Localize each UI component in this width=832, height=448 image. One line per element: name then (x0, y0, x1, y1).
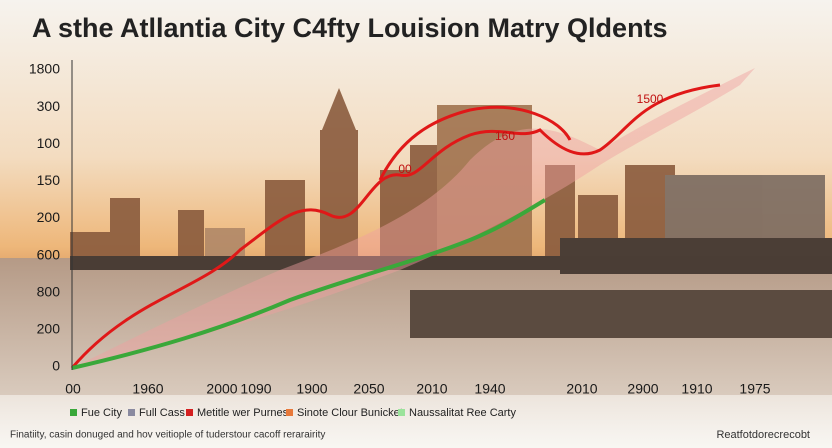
x-tick-label: 00 (65, 381, 81, 397)
legend-swatch (286, 409, 293, 416)
legend-label: Naussalitat Ree Carty (409, 407, 516, 419)
x-tick-label: 2010 (416, 381, 447, 397)
x-tick-label: 1090 (240, 381, 271, 397)
red-line (70, 83, 721, 369)
x-tick-label: 2900 (627, 381, 658, 397)
source: Reatfotdorecrecobt (716, 429, 810, 441)
y-tick-label: 150 (37, 172, 61, 188)
plot-lines (70, 60, 755, 370)
x-tick-label: 1900 (296, 381, 327, 397)
y-tick-label: 200 (37, 209, 61, 225)
y-tick-label: 100 (37, 135, 61, 151)
y-tick-label: 1800 (29, 61, 60, 77)
annotation: 160 (495, 129, 515, 143)
chart-title: A sthe Atllantia City C4fty Louision Mat… (32, 13, 668, 43)
y-tick-label: 0 (52, 358, 60, 374)
green-line (71, 198, 547, 370)
x-tick-label: 2010 (566, 381, 597, 397)
y-tick-label: 800 (37, 283, 61, 299)
legend-label: Metitle wer Purnes (197, 407, 289, 419)
legend-label: Sinote Clour Bunicket (297, 407, 403, 419)
y-tick-label: 600 (37, 246, 61, 262)
x-tick-label: 2000 (206, 381, 237, 397)
legend-label: Fue City (81, 407, 122, 419)
x-tick-label: 2050 (353, 381, 384, 397)
area-fill (72, 68, 755, 368)
y-tick-label: 300 (37, 98, 61, 114)
legend-swatch (398, 409, 405, 416)
annotation: 1500 (637, 92, 664, 106)
x-tick-label: 1975 (739, 381, 770, 397)
legend-swatch (128, 409, 135, 416)
legend-swatch (186, 409, 193, 416)
annotation: 00 (398, 162, 412, 176)
x-tick-label: 1960 (132, 381, 163, 397)
x-tick-label: 1910 (681, 381, 712, 397)
legend-label: Full Cass (139, 407, 185, 419)
legend-swatch (70, 409, 77, 416)
y-tick-label: 200 (37, 321, 61, 337)
x-tick-label: 1940 (474, 381, 505, 397)
footnote: Finatiity, casin donuged and hov veitiop… (10, 430, 325, 441)
